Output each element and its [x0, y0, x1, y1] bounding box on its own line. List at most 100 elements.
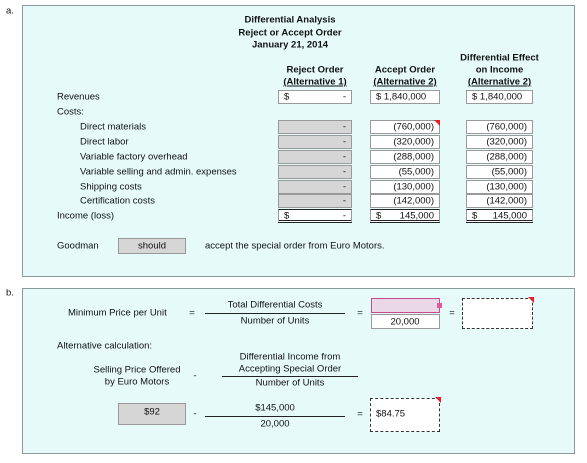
column-header: on Income [475, 64, 524, 76]
column-header: (Alternative 2) [467, 76, 532, 88]
cell-text: (760,000) [486, 121, 527, 133]
denominator: Number of Units [240, 315, 310, 327]
cell-text: $ 1,840,000 [472, 91, 523, 103]
cell [370, 180, 440, 194]
cell [278, 90, 352, 104]
cell [466, 165, 533, 179]
numerator: Total Differential Costs [227, 299, 323, 311]
cell-text: (130,000) [486, 181, 527, 193]
cell [466, 150, 533, 164]
cell-text: (320,000) [486, 136, 527, 148]
cell-text: - [342, 151, 346, 163]
section-label: b. [6, 287, 14, 299]
cell [466, 120, 533, 134]
result: $84.75 [376, 408, 406, 420]
column-header: Reject Order [286, 64, 344, 76]
alt-numerator: Accepting Special Order [238, 363, 342, 375]
cell [466, 209, 533, 223]
cell-text: (288,000) [393, 151, 434, 163]
cell [370, 150, 440, 164]
row-label: Variable selling and admin. expenses [80, 166, 237, 178]
cell [278, 209, 352, 223]
cell [278, 165, 352, 179]
min-price-label: Minimum Price per Unit [68, 307, 167, 319]
cell [370, 120, 440, 134]
row-label: Revenues [57, 91, 100, 103]
corner-flag [434, 120, 440, 126]
fraction-rule [222, 376, 358, 377]
price: $92 [144, 406, 160, 418]
cell-text: (142,000) [486, 195, 527, 207]
title-line: Reject or Accept Order [238, 27, 342, 38]
equals: = [357, 408, 363, 420]
handle [437, 303, 442, 308]
column-header: Accept Order [374, 64, 436, 76]
cell-text: (142,000) [393, 195, 434, 207]
cell [278, 135, 352, 149]
cell [370, 209, 440, 223]
goodman-label: Goodman [57, 240, 99, 252]
row-label: Direct labor [80, 136, 129, 148]
column-header: Differential Effect [460, 52, 539, 64]
cell [278, 194, 352, 208]
cell-text: - [342, 136, 346, 148]
cell-text: - [342, 195, 346, 207]
cell-text: - [342, 210, 346, 222]
cell [370, 90, 440, 104]
cell [278, 180, 352, 194]
cell-text: 145,000 [492, 210, 527, 222]
title-line: January 21, 2014 [251, 39, 329, 51]
selling-price-label: by Euro Motors [104, 376, 170, 388]
alt-denominator: Number of Units [255, 377, 325, 389]
cell-text: - [342, 181, 346, 193]
cell-text: - [342, 166, 346, 178]
row-label: Certification costs [80, 195, 155, 207]
income: $145,000 [255, 402, 295, 414]
cell [466, 194, 533, 208]
equals: = [449, 307, 455, 319]
units-2: 20,000 [260, 418, 290, 430]
selling-price-label: Selling Price Offered [93, 364, 181, 376]
answer-box[interactable] [118, 238, 186, 254]
minus: - [193, 370, 197, 382]
row-label: Costs: [57, 106, 84, 118]
fraction-rule [205, 416, 345, 417]
cell [466, 135, 533, 149]
equals: = [357, 307, 363, 319]
cell-text: 145,000 [399, 210, 434, 222]
answer-rest: accept the special order from Euro Motor… [205, 240, 385, 252]
cell [466, 180, 533, 194]
cell [466, 90, 533, 104]
answer: should [138, 240, 166, 252]
input-box[interactable] [371, 298, 440, 313]
cell [370, 135, 440, 149]
cell-text: $ [376, 210, 382, 222]
cell-text: $ [284, 210, 290, 222]
column-header: (Alternative 2) [373, 76, 437, 88]
row-label: Variable factory overhead [80, 151, 188, 163]
units: 20,000 [390, 316, 420, 327]
cell-text: - [342, 91, 346, 103]
cell [370, 165, 440, 179]
row-label: Shipping costs [80, 181, 142, 193]
cell [278, 150, 352, 164]
minus: - [193, 408, 197, 420]
cell [370, 194, 440, 208]
cell-text: (760,000) [393, 121, 434, 133]
price-box [118, 403, 186, 425]
fraction-rule [205, 313, 345, 314]
cell-text: - [342, 121, 346, 133]
section-label: a. [6, 5, 14, 17]
units-box [371, 314, 440, 329]
result-box [370, 398, 440, 432]
cell-text: (55,000) [491, 166, 527, 178]
cell-text: (288,000) [486, 151, 527, 163]
column-header: (Alternative 1) [283, 76, 347, 88]
answer-input[interactable] [462, 298, 533, 329]
corner-flag [435, 397, 441, 403]
cell-text: (55,000) [398, 166, 434, 178]
cell-text: (320,000) [393, 136, 434, 148]
cell [278, 120, 352, 134]
alt-label: Alternative calculation: [57, 340, 153, 352]
cell-text: $ [284, 91, 290, 103]
